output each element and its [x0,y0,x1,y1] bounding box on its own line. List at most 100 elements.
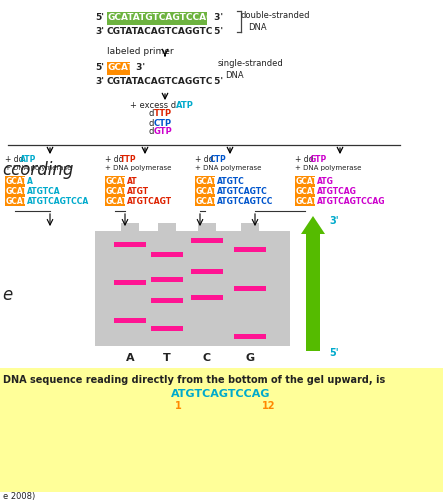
Bar [295,176,315,186]
Bar [5,186,25,196]
Bar [105,176,125,186]
Text: G: G [310,318,316,327]
Bar [195,176,215,186]
Text: 5': 5' [329,348,338,358]
Text: d: d [149,118,154,128]
Text: G: G [310,280,316,289]
Text: A: A [126,353,134,363]
Text: GCAT: GCAT [106,176,128,186]
Bar [5,176,25,186]
Text: + DNA polymerase: + DNA polymerase [105,165,171,171]
Text: C: C [310,300,316,308]
Text: GCAT: GCAT [108,64,135,72]
Text: A: A [27,176,33,186]
Text: TTP: TTP [154,110,172,118]
Text: GCATATGTCAGTCCAG: GCATATGTCAGTCCAG [108,14,214,22]
Text: 5': 5' [95,14,104,22]
Text: CTP: CTP [154,118,172,128]
Bar [0,368,443,492]
Bar [151,326,183,331]
Bar [195,186,215,196]
Text: ATGTCAGTCCAG: ATGTCAGTCCAG [171,389,271,399]
Text: CGTATACAGTCAGGTC: CGTATACAGTCAGGTC [107,76,214,86]
Text: ATGTCAGTC: ATGTCAGTC [217,186,268,196]
Bar [151,277,183,282]
Bar [5,196,25,206]
Bar [306,234,320,351]
Text: GCAT: GCAT [196,176,218,186]
Bar [191,238,223,242]
Text: ATG: ATG [317,176,334,186]
Text: DNA: DNA [225,70,244,80]
Text: ATGTCAG: ATGTCAG [317,186,357,196]
Text: C: C [310,252,316,262]
Text: T: T [163,353,171,363]
Text: A: A [310,290,316,299]
Text: 12: 12 [262,401,276,411]
Text: double-stranded: double-stranded [241,12,311,20]
Text: GTP: GTP [310,154,327,164]
Text: d: d [149,128,154,136]
Text: GCAT: GCAT [196,186,218,196]
Text: 3': 3' [329,216,338,226]
Text: GCAT: GCAT [296,176,319,186]
Bar [234,334,266,340]
Text: C: C [310,262,316,271]
Bar [151,252,183,256]
Text: T: T [310,271,316,280]
Text: e: e [2,286,12,304]
Text: e 2008): e 2008) [3,492,35,500]
Text: ATGTCAGTCC: ATGTCAGTCC [217,196,273,205]
Text: ATGTCAGT: ATGTCAGT [127,196,172,205]
Text: GCAT: GCAT [296,196,319,205]
Text: ATP: ATP [176,100,194,110]
Text: ccording: ccording [2,161,74,179]
Bar [295,186,315,196]
Text: 3': 3' [133,64,145,72]
Bar [241,223,259,232]
Text: GTP: GTP [154,128,173,136]
Text: ATP: ATP [20,154,36,164]
Text: ATGTCAGTCCA: ATGTCAGTCCA [27,196,89,205]
Text: labeled primer: labeled primer [107,46,174,56]
Text: GCAT: GCAT [296,186,319,196]
Bar [114,280,146,285]
Text: + dd: + dd [195,154,214,164]
Text: 3': 3' [95,26,104,36]
Polygon shape [301,216,325,234]
Text: A: A [310,243,316,252]
Text: A: A [310,337,316,346]
Bar [191,295,223,300]
Bar [234,247,266,252]
Bar [198,223,216,232]
Text: G: G [310,234,316,242]
Text: GCAT: GCAT [196,196,218,205]
Text: DNA: DNA [248,22,267,32]
Text: + DNA polymerase: + DNA polymerase [5,165,71,171]
Text: ATGTCAGTCCAG: ATGTCAGTCCAG [317,196,385,205]
Bar [121,223,139,232]
Text: AT: AT [127,176,138,186]
Text: CTP: CTP [210,154,227,164]
Bar [191,269,223,274]
Text: 1: 1 [175,401,182,411]
Text: + dd: + dd [105,154,124,164]
Text: + DNA polymerase: + DNA polymerase [195,165,261,171]
Text: GCAT: GCAT [6,196,28,205]
Text: GCAT: GCAT [6,176,28,186]
Text: CGTATACAGTCAGGTC: CGTATACAGTCAGGTC [107,26,214,36]
Text: T: T [310,328,316,336]
Bar [295,196,315,206]
Text: GCAT: GCAT [106,196,128,205]
Bar [151,298,183,302]
Text: 5': 5' [95,64,104,72]
Text: + dd: + dd [5,154,23,164]
Text: GCAT: GCAT [106,186,128,196]
Text: 5': 5' [211,76,223,86]
Text: + excess d: + excess d [130,100,176,110]
Text: 3': 3' [211,14,223,22]
Text: T: T [310,309,316,318]
Text: ATGT: ATGT [127,186,149,196]
Bar [95,231,290,346]
Bar [107,12,207,25]
